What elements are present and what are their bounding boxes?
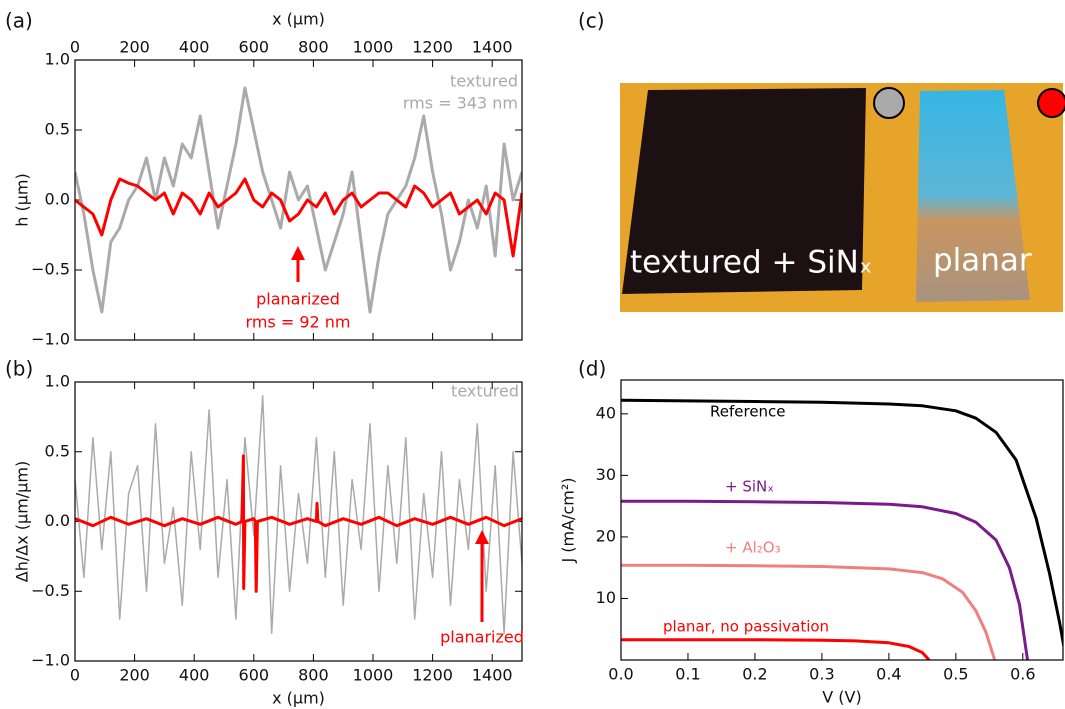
y-tick-label: 20 — [596, 526, 616, 545]
y-axis-label: J (mA/cm²) — [559, 477, 578, 563]
y-axis-label: Δh/Δx (µm/µm) — [13, 461, 32, 582]
x-tick-label: 200 — [119, 38, 150, 57]
photo-text: textured + SiNₓ — [630, 245, 873, 281]
x-tick-label: 200 — [119, 666, 150, 685]
x-tick-label: 600 — [239, 666, 270, 685]
series-line — [621, 638, 931, 660]
x-tick-label: 0.4 — [876, 665, 901, 684]
series-label: textured — [450, 72, 518, 91]
series-line — [621, 563, 997, 660]
y-tick-label: 0.5 — [45, 120, 70, 139]
y-tick-label: 1.0 — [45, 50, 70, 69]
plot-frame — [620, 379, 1064, 661]
panel-label: (a) — [5, 9, 33, 33]
x-tick-label: 400 — [179, 38, 210, 57]
x-tick-label: 1000 — [353, 666, 394, 685]
x-tick-label: 1200 — [412, 666, 453, 685]
y-tick-label: −0.5 — [31, 260, 70, 279]
series-line — [75, 177, 522, 258]
panel-label: (c) — [578, 9, 605, 33]
y-tick-label: 1.0 — [45, 372, 70, 391]
x-axis-label: V (V) — [822, 688, 861, 707]
photo-text: planar — [933, 243, 1032, 279]
x-tick-label: 1000 — [353, 38, 394, 57]
y-tick-label: −1.0 — [31, 330, 70, 349]
panel-label: (b) — [5, 357, 33, 381]
series-label: Reference — [710, 403, 786, 421]
y-tick-label: 10 — [596, 588, 616, 607]
annotation: rms = 343 nm — [403, 94, 518, 113]
series-label: textured — [451, 382, 519, 401]
plot-frame — [74, 59, 523, 341]
x-tick-label: 0.0 — [608, 665, 633, 684]
red-marker — [1037, 88, 1065, 118]
x-tick-label: 1200 — [412, 38, 453, 57]
textured-sample — [622, 88, 866, 294]
gray-marker — [873, 87, 905, 119]
y-tick-label: 0.0 — [45, 511, 70, 530]
x-tick-label: 0 — [70, 38, 80, 57]
x-tick-label: 0.5 — [943, 665, 968, 684]
y-tick-label: 30 — [596, 465, 616, 484]
x-axis-label: x (µm) — [272, 689, 325, 708]
x-tick-label: 1400 — [472, 666, 513, 685]
photo-panel: (c) textured + SiNₓ planar — [578, 9, 1065, 312]
y-tick-label: −1.0 — [31, 651, 70, 670]
planar-sample — [916, 90, 1030, 302]
annotation: rms = 92 nm — [246, 313, 351, 332]
x-tick-label: 400 — [179, 666, 210, 685]
y-tick-label: 0.0 — [45, 190, 70, 209]
arrow-head — [475, 530, 489, 544]
x-tick-label: 0.2 — [742, 665, 767, 684]
arrow-head — [291, 246, 305, 260]
series-label: planarized — [256, 290, 340, 309]
x-tick-label: 600 — [239, 38, 270, 57]
series-label: planarized — [440, 628, 524, 647]
series-label: + Al₂O₃ — [725, 539, 781, 557]
series-line — [75, 454, 522, 593]
panel-label: (d) — [578, 357, 606, 381]
y-tick-label: 0.5 — [45, 441, 70, 460]
y-tick-label: −0.5 — [31, 581, 70, 600]
series-label: planar, no passivation — [663, 618, 829, 636]
y-axis-label: h (µm) — [13, 173, 32, 226]
x-tick-label: 0.6 — [1010, 665, 1035, 684]
series-line — [621, 499, 1029, 660]
x-tick-label: 0.3 — [809, 665, 834, 684]
y-tick-label: 40 — [596, 403, 616, 422]
series-line — [75, 86, 522, 314]
x-tick-label: 1400 — [472, 38, 513, 57]
series-line — [621, 398, 1063, 651]
series-label: + SiNₓ — [725, 478, 774, 496]
x-tick-label: 0 — [70, 666, 80, 685]
series-line — [75, 395, 522, 634]
x-tick-label: 800 — [298, 38, 329, 57]
x-tick-label: 800 — [298, 666, 329, 685]
plot-frame — [74, 381, 523, 662]
x-axis-label: x (µm) — [272, 10, 325, 29]
x-tick-label: 0.1 — [675, 665, 700, 684]
